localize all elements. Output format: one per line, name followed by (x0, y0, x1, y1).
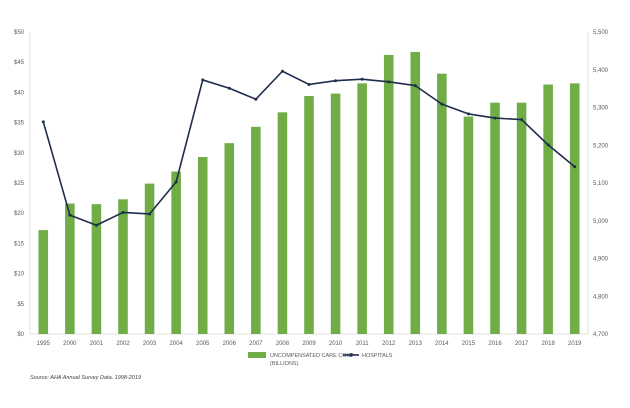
left-axis: $0 $5 $10 $15 $20 $25 $30 $35 $40 $45 $50 (14, 30, 25, 338)
x-axis-tick-label: 2018 (541, 341, 555, 347)
line-point (387, 80, 391, 84)
x-axis-tick-label: 2015 (462, 341, 476, 347)
right-axis-tick-label: 4,900 (593, 257, 609, 263)
bar (91, 204, 102, 334)
bar (38, 230, 49, 334)
source-note: Source: AHA Annual Survey Data, 1998-201… (30, 375, 141, 381)
left-axis-tick-label: $50 (14, 30, 25, 36)
bar (304, 96, 314, 334)
bar (277, 112, 288, 334)
legend-bar-label: UNCOMPENSATED CARE COST (270, 353, 354, 359)
x-axis-tick-label: 2017 (515, 341, 529, 347)
bar (197, 157, 208, 334)
x-axis-tick-label: 2008 (276, 341, 290, 347)
x-axis-tick-label: 2010 (329, 341, 343, 347)
line-point (201, 78, 205, 82)
line-point (227, 86, 231, 90)
line-point (41, 120, 45, 124)
legend-line-marker (349, 353, 353, 357)
right-axis-tick-label: 5,500 (593, 30, 609, 36)
bar (383, 54, 394, 335)
left-axis-tick-label: $45 (14, 60, 25, 66)
line-point (94, 223, 98, 227)
line-point (121, 210, 125, 214)
line-point (174, 180, 178, 184)
line-point (493, 116, 497, 120)
line-point (546, 143, 550, 147)
bar (171, 171, 181, 334)
x-axis-tick-label: 2019 (568, 341, 582, 347)
x-axis-tick-label: 2006 (223, 341, 237, 347)
legend-bar-label-unit: (BILLIONS) (270, 361, 299, 367)
x-axis-tick-label: 1995 (37, 341, 51, 347)
line-point (68, 213, 72, 217)
right-axis-tick-label: 5,200 (593, 143, 609, 149)
x-axis-tick-label: 2002 (116, 341, 130, 347)
bar (437, 73, 447, 335)
line-series (41, 69, 577, 227)
left-axis-tick-label: $25 (14, 181, 25, 187)
x-axis-tick-label: 2000 (63, 341, 77, 347)
bar (251, 126, 261, 334)
x-axis-tick-label: 2005 (196, 341, 210, 347)
right-axis-tick-label: 5,300 (593, 106, 609, 112)
bar (569, 83, 580, 334)
line-point (440, 102, 444, 106)
left-axis-tick-label: $35 (14, 121, 25, 127)
bar (516, 102, 527, 334)
right-axis-tick-label: 5,400 (593, 68, 609, 74)
bar (224, 143, 235, 334)
right-axis-tick-label: 4,700 (593, 332, 609, 338)
x-axis-tick-label: 2016 (488, 341, 502, 347)
x-axis: 1995 2000 2001 2002 2003 2004 2005 2006 2007 2008… (37, 341, 582, 347)
bar (144, 183, 155, 334)
x-axis-tick-label: 2003 (143, 341, 157, 347)
line-point (334, 79, 338, 83)
bar-series (38, 51, 580, 335)
left-axis-tick-label: $30 (14, 151, 25, 157)
bar (118, 199, 128, 334)
line-point (280, 69, 284, 73)
line-point (520, 118, 524, 122)
legend-line-label: HOSPITALS (362, 353, 393, 359)
x-axis-tick-label: 2012 (382, 341, 396, 347)
line-point (307, 82, 311, 86)
left-axis-tick-label: $0 (17, 332, 24, 338)
right-axis-tick-label: 4,800 (593, 294, 609, 300)
legend: UNCOMPENSATED CARE COST (BILLIONS) HOSPI… (248, 352, 393, 367)
x-axis-tick-label: 2007 (249, 341, 263, 347)
right-axis-tick-label: 5,000 (593, 219, 609, 225)
x-axis-tick-label: 2004 (169, 341, 183, 347)
bar (410, 51, 421, 334)
bar (490, 102, 500, 334)
line-point (573, 165, 577, 169)
left-axis-tick-label: $20 (14, 211, 25, 217)
x-axis-tick-label: 2011 (356, 341, 370, 347)
line-point (254, 97, 258, 101)
right-axis: 4,700 4,800 4,900 5,000 5,100 5,200 5,300 5,400… (593, 30, 609, 338)
bar (463, 116, 474, 334)
right-axis-tick-label: 5,100 (593, 181, 609, 187)
line-point (360, 77, 364, 81)
x-axis-tick-label: 2001 (90, 341, 104, 347)
line-point (148, 212, 152, 216)
bar (65, 203, 75, 334)
left-axis-tick-label: $5 (17, 302, 24, 308)
x-axis-tick-label: 2013 (409, 341, 423, 347)
bar (330, 93, 341, 334)
bar (543, 84, 553, 334)
x-axis-tick-label: 2014 (435, 341, 449, 347)
line-point (466, 112, 470, 116)
left-axis-tick-label: $10 (14, 272, 25, 278)
left-axis-tick-label: $15 (14, 241, 25, 247)
legend-bar-swatch (248, 352, 266, 358)
bar (357, 83, 367, 334)
line-point (413, 84, 417, 88)
x-axis-tick-label: 2009 (302, 341, 316, 347)
left-axis-tick-label: $40 (14, 90, 25, 96)
